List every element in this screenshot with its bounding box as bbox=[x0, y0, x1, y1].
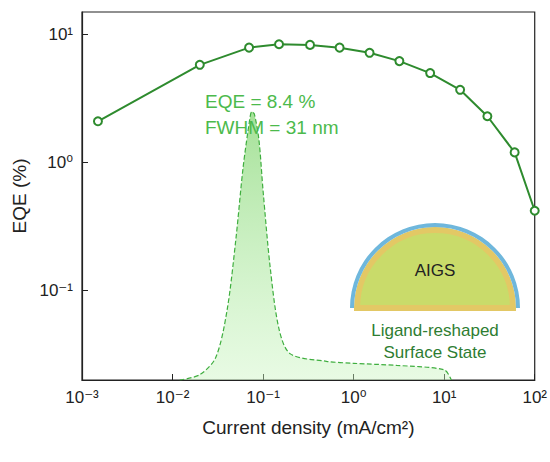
svg-text:10⁻¹: 10⁻¹ bbox=[39, 281, 73, 300]
svg-text:10¹: 10¹ bbox=[432, 388, 457, 407]
svg-text:FWHM = 31 nm: FWHM = 31 nm bbox=[205, 117, 339, 138]
svg-text:EQE = 8.4 %: EQE = 8.4 % bbox=[205, 91, 315, 112]
svg-text:10⁻¹: 10⁻¹ bbox=[246, 388, 280, 407]
svg-text:10¹: 10¹ bbox=[48, 25, 73, 44]
svg-text:10⁻²: 10⁻² bbox=[156, 388, 190, 407]
svg-text:AIGS: AIGS bbox=[415, 261, 456, 280]
svg-text:Ligand-reshaped: Ligand-reshaped bbox=[371, 321, 499, 340]
svg-text:10⁰: 10⁰ bbox=[47, 153, 73, 172]
svg-text:EQE (%): EQE (%) bbox=[9, 159, 30, 234]
svg-text:Current density (mA/cm²): Current density (mA/cm²) bbox=[202, 417, 414, 438]
svg-text:Surface State: Surface State bbox=[383, 343, 486, 362]
svg-text:10²: 10² bbox=[522, 388, 547, 407]
svg-text:10⁻³: 10⁻³ bbox=[65, 388, 99, 407]
svg-text:10⁰: 10⁰ bbox=[341, 388, 367, 407]
